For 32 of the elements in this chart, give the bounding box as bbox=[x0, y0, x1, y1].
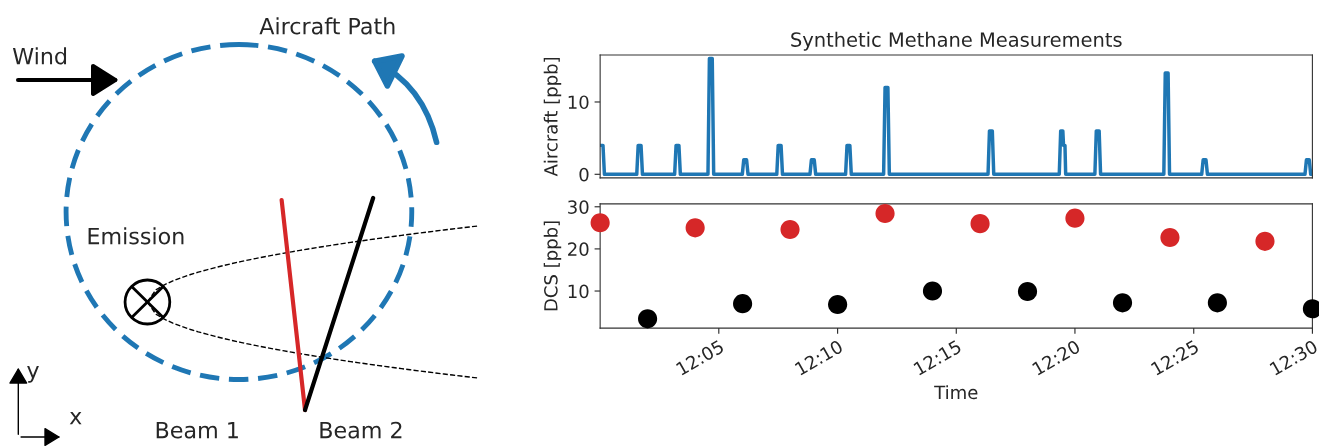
point bbox=[828, 294, 848, 315]
point bbox=[1112, 293, 1133, 313]
y-tick-label: 10 bbox=[568, 284, 589, 299]
text: Beam 1 bbox=[156, 421, 238, 439]
point bbox=[1065, 208, 1085, 228]
y-tick-label: 30 bbox=[568, 200, 589, 214]
point bbox=[638, 309, 658, 329]
text: y bbox=[27, 365, 39, 383]
point bbox=[780, 219, 800, 240]
y-axis-title: Aircraft [ppb] bbox=[543, 57, 562, 177]
text: x bbox=[69, 411, 82, 425]
y-tick-label: 0 bbox=[579, 167, 589, 182]
x-axis-title: Time bbox=[934, 385, 978, 400]
chart-title: Synthetic Methane Measurements bbox=[791, 31, 1122, 51]
y-axis-title: DCS [ppb] bbox=[543, 221, 562, 311]
text: Beam 2 bbox=[320, 421, 402, 439]
point bbox=[1207, 293, 1227, 313]
text: Wind bbox=[12, 47, 67, 65]
point bbox=[733, 294, 753, 314]
text: Emission bbox=[88, 227, 184, 245]
point bbox=[922, 281, 943, 301]
point bbox=[970, 214, 990, 234]
line-series bbox=[600, 56, 1313, 177]
point bbox=[1255, 231, 1275, 251]
text: Aircraft Path bbox=[259, 17, 395, 35]
point bbox=[685, 218, 705, 238]
y-tick-label: 10 bbox=[568, 95, 589, 110]
point bbox=[1017, 281, 1038, 302]
point bbox=[875, 203, 895, 224]
point bbox=[1160, 227, 1180, 248]
point bbox=[590, 213, 610, 233]
y-tick-label: 20 bbox=[568, 242, 589, 257]
